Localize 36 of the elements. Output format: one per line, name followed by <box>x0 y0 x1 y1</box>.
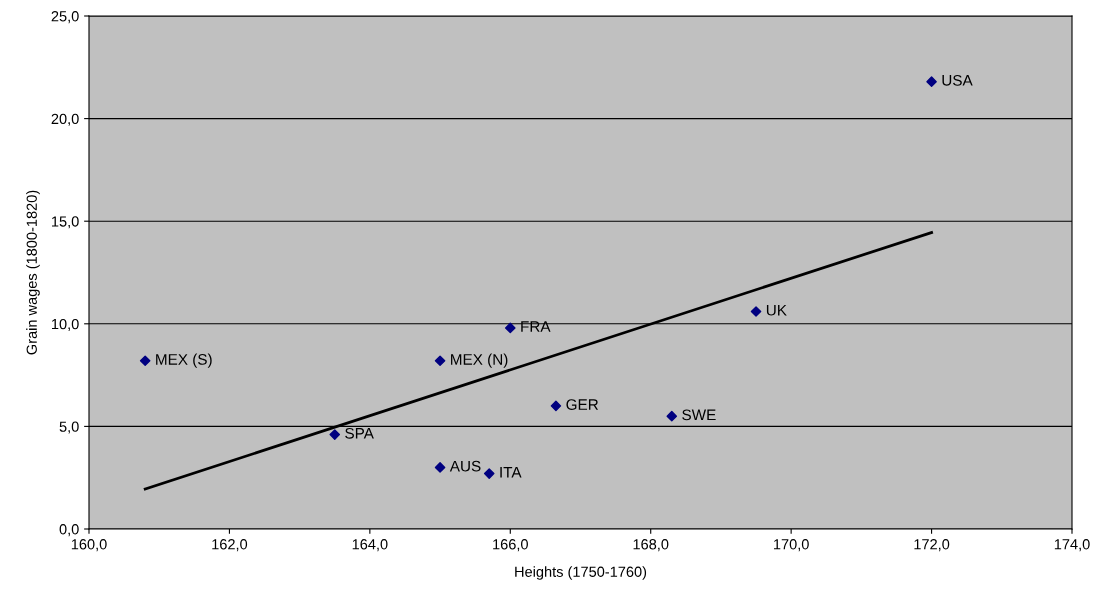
annotation: AUS <box>449 460 481 472</box>
annotation: UK <box>766 304 787 316</box>
point <box>329 429 341 440</box>
point <box>926 76 937 87</box>
x-tick-label: 170,0 <box>774 539 809 552</box>
point <box>550 400 562 412</box>
y-tick-label: 25,0 <box>51 11 79 24</box>
annotation: FRA <box>521 321 551 332</box>
annotation: MEX (S) <box>156 353 212 368</box>
annotation: SPA <box>345 427 374 439</box>
point <box>666 410 678 422</box>
point <box>139 355 151 367</box>
y-axis-title: Grain wages (1800-1820) <box>26 190 40 355</box>
x-axis-title: Heights (1750-1760) <box>515 566 647 580</box>
y-tick-label: 10,0 <box>52 318 79 331</box>
x-tick-label: 172,0 <box>914 539 950 552</box>
annotation: ITA <box>500 467 522 478</box>
point <box>504 322 516 334</box>
y-tick-label: 20,0 <box>51 113 79 126</box>
x-tick-label: 162,0 <box>212 539 248 552</box>
x-tick-label: 174,0 <box>1054 539 1090 552</box>
point <box>434 355 446 367</box>
annotation: USA <box>942 74 973 86</box>
x-tick-label: 164,0 <box>352 539 388 552</box>
x-tick-label: 166,0 <box>493 539 528 552</box>
point <box>750 306 762 317</box>
annotation: MEX (N) <box>451 353 508 368</box>
point <box>434 462 446 473</box>
y-tick-label: 15,0 <box>52 216 79 229</box>
x-tick-label: 168,0 <box>633 539 669 552</box>
y-tick-label: 5,0 <box>59 421 79 434</box>
y-tick-label: 0,0 <box>59 524 79 537</box>
x-tick-label: 160,0 <box>71 539 107 552</box>
point <box>483 468 495 479</box>
annotation: GER <box>566 399 599 410</box>
annotation: SWE <box>682 409 716 421</box>
